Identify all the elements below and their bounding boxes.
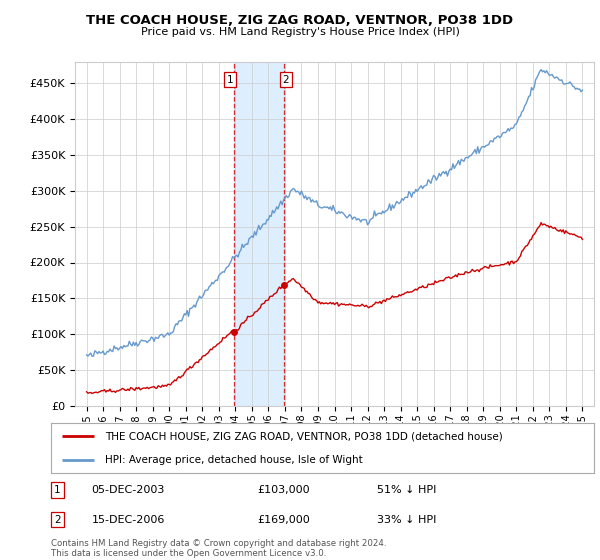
- Text: 2: 2: [54, 515, 61, 525]
- Text: THE COACH HOUSE, ZIG ZAG ROAD, VENTNOR, PO38 1DD (detached house): THE COACH HOUSE, ZIG ZAG ROAD, VENTNOR, …: [106, 431, 503, 441]
- Text: 1: 1: [227, 74, 233, 85]
- Text: 33% ↓ HPI: 33% ↓ HPI: [377, 515, 436, 525]
- Text: 05-DEC-2003: 05-DEC-2003: [92, 485, 165, 495]
- Text: 15-DEC-2006: 15-DEC-2006: [92, 515, 165, 525]
- Bar: [234, 62, 284, 406]
- Text: £169,000: £169,000: [257, 515, 310, 525]
- Text: 51% ↓ HPI: 51% ↓ HPI: [377, 485, 436, 495]
- Text: 1: 1: [54, 485, 61, 495]
- Text: HPI: Average price, detached house, Isle of Wight: HPI: Average price, detached house, Isle…: [106, 455, 363, 465]
- Text: £103,000: £103,000: [257, 485, 310, 495]
- Text: Contains HM Land Registry data © Crown copyright and database right 2024.
This d: Contains HM Land Registry data © Crown c…: [51, 539, 386, 558]
- Text: Price paid vs. HM Land Registry's House Price Index (HPI): Price paid vs. HM Land Registry's House …: [140, 27, 460, 37]
- Text: 2: 2: [283, 74, 289, 85]
- Text: THE COACH HOUSE, ZIG ZAG ROAD, VENTNOR, PO38 1DD: THE COACH HOUSE, ZIG ZAG ROAD, VENTNOR, …: [86, 14, 514, 27]
